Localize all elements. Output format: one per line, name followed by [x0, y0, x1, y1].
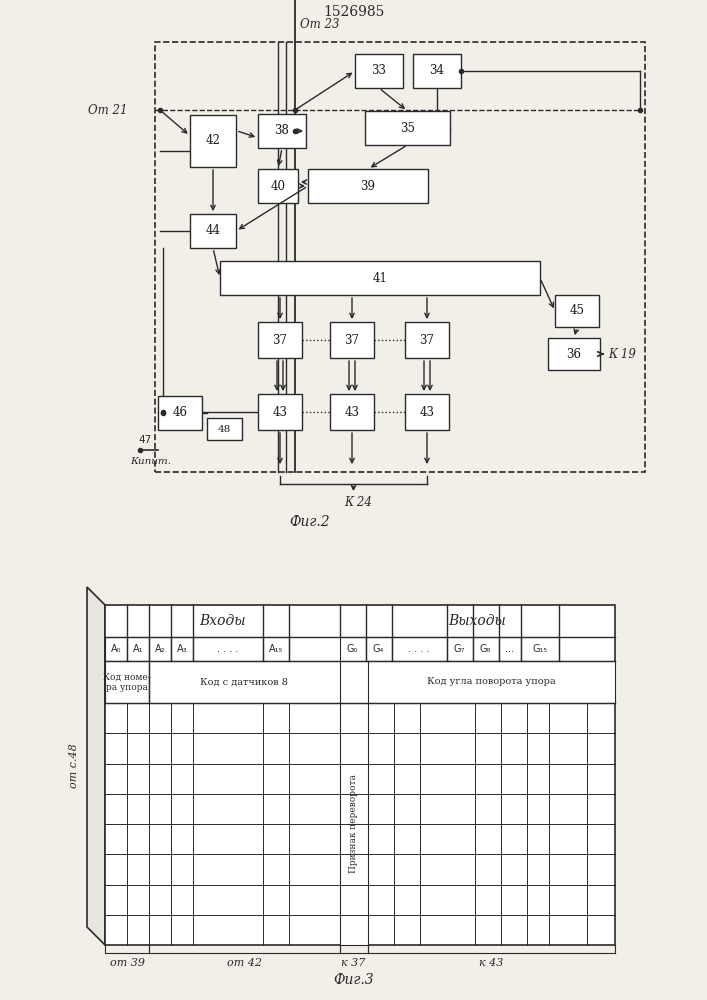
- Text: Кипит.: Кипит.: [130, 458, 171, 466]
- Bar: [155, 42, 645, 472]
- Text: 42: 42: [206, 134, 221, 147]
- Text: 43: 43: [272, 406, 288, 418]
- Bar: [520, 637, 559, 661]
- Text: 43: 43: [344, 406, 359, 418]
- Text: Код номе-
ра упора: Код номе- ра упора: [103, 672, 151, 692]
- Text: A₁: A₁: [133, 644, 144, 654]
- Text: 37: 37: [272, 334, 288, 347]
- Bar: [498, 637, 520, 661]
- Bar: [368, 661, 615, 703]
- Text: 38: 38: [274, 124, 289, 137]
- Text: 33: 33: [371, 64, 387, 78]
- Bar: [220, 261, 540, 295]
- Text: 36: 36: [566, 348, 581, 360]
- Bar: [190, 115, 236, 167]
- Text: От 21: От 21: [88, 104, 127, 116]
- Bar: [105, 637, 127, 661]
- Bar: [555, 295, 599, 327]
- Text: к 43: к 43: [479, 958, 503, 968]
- Bar: [258, 114, 306, 148]
- Bar: [190, 214, 236, 248]
- Bar: [263, 637, 289, 661]
- Text: к 37: к 37: [341, 958, 366, 968]
- Bar: [392, 637, 447, 661]
- Text: G₁₅: G₁₅: [532, 644, 547, 654]
- Text: 41: 41: [373, 271, 387, 284]
- Text: 37: 37: [419, 334, 435, 347]
- Text: 45: 45: [570, 304, 585, 318]
- Text: Код угла поворота упора: Код угла поворота упора: [427, 678, 556, 686]
- Bar: [149, 661, 339, 703]
- Bar: [355, 54, 403, 88]
- Text: G₄: G₄: [373, 644, 385, 654]
- Text: A₀: A₀: [111, 644, 121, 654]
- Text: Фиг.2: Фиг.2: [290, 515, 330, 529]
- Text: G₇: G₇: [454, 644, 465, 654]
- Bar: [127, 637, 149, 661]
- Text: от с.48: от с.48: [69, 744, 79, 788]
- Bar: [472, 637, 498, 661]
- Text: К 24: К 24: [344, 495, 373, 508]
- Bar: [105, 605, 615, 945]
- Text: . . . .: . . . .: [409, 644, 430, 654]
- Text: Входы: Входы: [199, 614, 245, 628]
- Text: от 42: от 42: [227, 958, 262, 968]
- Text: Признак переворота: Признак переворота: [349, 775, 358, 873]
- Bar: [158, 396, 202, 430]
- Text: 48: 48: [218, 424, 231, 434]
- Text: 34: 34: [429, 64, 445, 78]
- Bar: [207, 418, 242, 440]
- Bar: [308, 169, 428, 203]
- Text: A₃: A₃: [177, 644, 187, 654]
- Text: 40: 40: [271, 180, 286, 192]
- Bar: [258, 169, 298, 203]
- Text: G₀: G₀: [347, 644, 358, 654]
- Polygon shape: [87, 587, 105, 945]
- Bar: [105, 661, 149, 703]
- Bar: [258, 322, 302, 358]
- Bar: [258, 394, 302, 430]
- Text: К 19: К 19: [608, 348, 636, 360]
- Bar: [330, 322, 374, 358]
- Text: ...: ...: [505, 644, 514, 654]
- Bar: [330, 394, 374, 430]
- Bar: [171, 637, 193, 661]
- Bar: [413, 54, 461, 88]
- Text: Выходы: Выходы: [448, 614, 506, 628]
- Text: 1526985: 1526985: [323, 5, 385, 19]
- Text: 43: 43: [419, 406, 435, 418]
- Bar: [366, 637, 392, 661]
- Text: 35: 35: [400, 121, 415, 134]
- Bar: [339, 637, 366, 661]
- Text: От 23: От 23: [300, 18, 339, 31]
- Text: Фиг.3: Фиг.3: [334, 973, 374, 987]
- Text: 37: 37: [344, 334, 359, 347]
- Bar: [193, 637, 263, 661]
- Bar: [149, 637, 171, 661]
- Text: 44: 44: [206, 225, 221, 237]
- Text: Код с датчиков 8: Код с датчиков 8: [200, 678, 288, 686]
- Text: 47: 47: [139, 435, 151, 445]
- Text: . . . .: . . . .: [217, 644, 239, 654]
- Text: A₁₅: A₁₅: [269, 644, 283, 654]
- Text: G₈: G₈: [480, 644, 491, 654]
- Bar: [447, 637, 472, 661]
- Bar: [365, 111, 450, 145]
- Text: 46: 46: [173, 406, 187, 420]
- Bar: [339, 703, 368, 945]
- Bar: [405, 322, 449, 358]
- Text: от 39: от 39: [110, 958, 144, 968]
- Bar: [405, 394, 449, 430]
- Text: 39: 39: [361, 180, 375, 192]
- Bar: [548, 338, 600, 370]
- Text: A₂: A₂: [155, 644, 165, 654]
